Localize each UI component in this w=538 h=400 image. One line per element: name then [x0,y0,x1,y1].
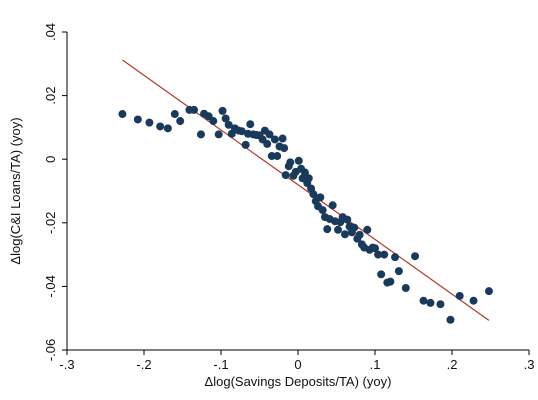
data-point [469,296,478,305]
data-point [419,296,428,305]
data-point [371,244,379,253]
data-point [270,135,279,144]
data-point [316,193,325,202]
data-point [426,298,435,307]
data-point [145,118,154,127]
x-tick-label: -.2 [136,357,151,372]
data-points [118,105,493,324]
data-point [304,174,313,183]
data-point [170,110,179,119]
data-point [300,168,309,177]
data-point [340,230,349,239]
y-tick-label: 0 [43,156,58,163]
data-point [273,152,282,161]
x-tick-label: .3 [524,357,535,372]
data-point [294,156,303,165]
data-point [394,267,403,276]
data-point [343,215,352,224]
data-point [380,250,389,259]
data-point [281,171,290,180]
y-tick-label: -.02 [43,212,58,234]
data-point [386,277,395,286]
data-point [455,291,464,300]
data-point [377,270,386,279]
x-tick-label: 0 [294,357,301,372]
data-point [278,134,287,143]
y-tick-label: -.06 [43,339,58,361]
data-point [246,120,255,129]
data-point [323,225,332,234]
data-point [446,315,455,324]
data-point [363,225,372,234]
data-point [309,190,318,199]
x-axis-label: Δlog(Savings Deposits/TA) (yoy) [205,374,392,389]
data-point [221,114,230,123]
data-point [265,130,274,139]
data-point [224,120,233,129]
data-point [355,230,364,239]
x-tick-label: -.3 [59,357,74,372]
data-point [350,223,359,232]
data-point [280,144,289,153]
data-point [218,106,227,115]
data-point [176,117,185,126]
data-point [156,122,165,131]
y-tick-label: .02 [43,87,58,105]
x-tick-label: -.1 [213,357,228,372]
data-point [196,130,205,139]
x-tick-label: .1 [370,357,381,372]
fitted-line [122,59,490,321]
data-point [214,130,223,139]
data-point [190,105,199,114]
data-point [118,110,127,119]
x-tick-label: .2 [447,357,458,372]
data-point [241,140,250,149]
data-point [374,250,383,259]
data-point [391,253,400,262]
data-point [286,158,295,167]
data-point [237,127,246,136]
x-axis-ticks: -.3 -.2 -.1 0 .1 .2 .3 [59,350,534,372]
data-point [484,287,493,296]
y-axis-ticks: -.06 -.04 -.02 0 .02 .04 [43,23,67,361]
data-point [401,283,410,292]
y-tick-label: .04 [43,23,58,41]
data-point [334,225,343,234]
data-point [328,201,337,210]
data-point [133,115,142,124]
data-point [318,206,327,215]
data-point [163,124,172,133]
data-point [209,117,218,126]
data-point [263,139,272,148]
data-point [436,300,445,309]
data-point [411,252,420,261]
y-tick-label: -.04 [43,275,58,297]
y-axis-label: Δlog(C&I Loans/TA) (yoy) [8,117,23,264]
